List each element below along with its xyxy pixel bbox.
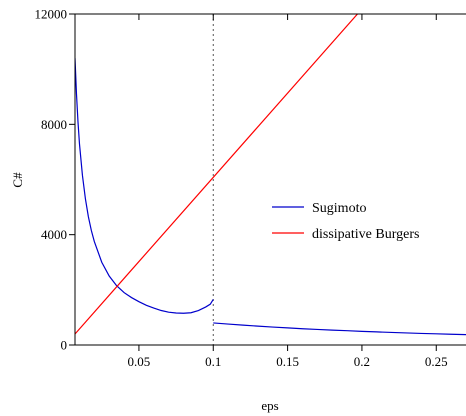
x-tick-label: 0.25 xyxy=(425,354,448,369)
series-group xyxy=(75,14,466,336)
legend-label-sugimoto: Sugimoto xyxy=(312,201,366,216)
y-axis-label: C# xyxy=(10,172,25,188)
x-axis-label: eps xyxy=(261,398,278,413)
x-tick-label: 0.15 xyxy=(276,354,299,369)
y-tick-label: 12000 xyxy=(35,7,68,22)
legend-label-dissipative-burgers: dissipative Burgers xyxy=(312,227,419,242)
x-tick-label: 0.05 xyxy=(128,354,151,369)
series-line-dissipative-burgers-segment-1 xyxy=(75,14,358,335)
y-tick-label: 4000 xyxy=(41,227,67,242)
legend: Sugimoto dissipative Burgers xyxy=(272,201,419,242)
y-ticks: 0 4000 8000 12000 xyxy=(35,7,75,353)
x-tick-label: 0.2 xyxy=(354,354,370,369)
y-tick-label: 8000 xyxy=(41,117,67,132)
series-line-sugimoto-segment-1 xyxy=(75,58,214,314)
x-tick-label: 0.1 xyxy=(205,354,221,369)
plot-frame xyxy=(74,13,466,346)
series-line-sugimoto-segment-2 xyxy=(213,322,466,336)
y-tick-label: 0 xyxy=(61,338,68,353)
x-ticks: 0.05 0.1 0.15 0.2 0.25 xyxy=(128,14,448,369)
